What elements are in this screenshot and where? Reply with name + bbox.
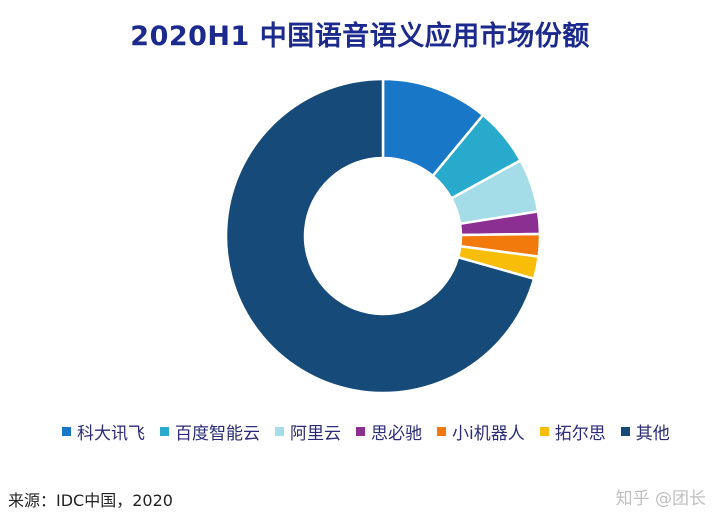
- chart-title: 2020H1 中国语音语义应用市场份额: [130, 21, 590, 52]
- legend-swatch: [62, 427, 71, 436]
- legend-label: 其他: [635, 424, 670, 444]
- legend-label: 拓尔思: [554, 424, 606, 444]
- legend-item-1: 百度智能云: [160, 419, 260, 444]
- legend-item-2: 阿里云: [275, 419, 341, 444]
- chart-legend: 科大讯飞 百度智能云 阿里云 思必驰 小i机器人 拓尔思 其他: [62, 419, 720, 444]
- legend-item-4: 小i机器人: [437, 419, 525, 444]
- legend-item-6: 其他: [620, 419, 670, 444]
- legend-label: 百度智能云: [175, 424, 260, 444]
- legend-swatch: [437, 427, 446, 436]
- legend-item-3: 思必驰: [356, 419, 422, 444]
- legend-swatch: [160, 427, 169, 436]
- donut-slice-6: [224, 77, 536, 395]
- legend-label: 思必驰: [371, 424, 422, 444]
- legend-swatch: [539, 427, 549, 436]
- legend-swatch: [275, 427, 284, 436]
- legend-swatch: [356, 427, 365, 436]
- legend-label: 科大讯飞: [77, 424, 145, 444]
- legend-item-5: 拓尔思: [539, 419, 606, 444]
- legend-item-0: 科大讯飞: [62, 419, 145, 444]
- legend-label: 阿里云: [290, 424, 341, 444]
- watermark: 知乎 @团长: [615, 489, 706, 509]
- legend-swatch: [620, 427, 630, 436]
- legend-label: 小i机器人: [452, 424, 525, 444]
- source-note: 来源：IDC中国，2020: [8, 491, 173, 510]
